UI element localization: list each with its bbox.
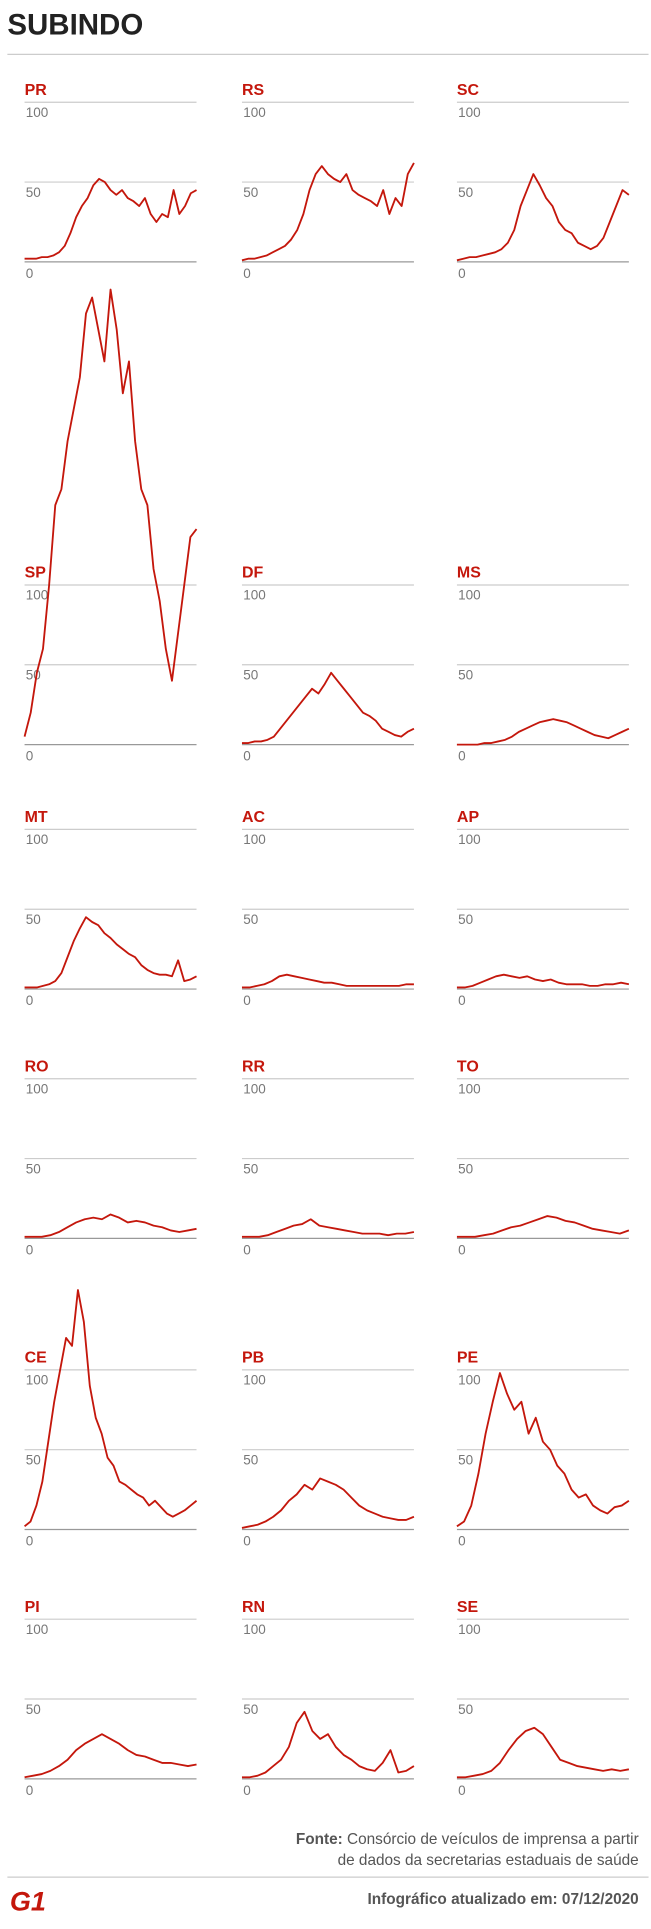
- state-label: SE: [457, 1599, 479, 1616]
- data-line: [23, 1289, 198, 1528]
- state-label: AP: [457, 809, 480, 826]
- data-line: [24, 1733, 197, 1779]
- source: Fonte: Consórcio de veículos de imprensa…: [296, 1831, 639, 1848]
- y-tick-label: 0: [26, 1783, 34, 1798]
- data-line: [23, 288, 198, 737]
- data-line: [456, 1726, 630, 1779]
- y-tick-label: 50: [243, 1161, 258, 1176]
- y-tick-label: 50: [458, 912, 473, 927]
- state-label: RR: [242, 1058, 266, 1075]
- data-line: [241, 671, 415, 744]
- y-tick-label: 50: [26, 1452, 41, 1467]
- state-label: RS: [242, 82, 265, 99]
- state-label: RN: [242, 1599, 265, 1616]
- data-line: [456, 173, 630, 262]
- logo: G1: [10, 1886, 46, 1916]
- y-tick-label: 0: [458, 1242, 466, 1257]
- y-tick-label: 100: [243, 832, 266, 847]
- source-line: de dados da secretarias estaduais de saú…: [338, 1852, 639, 1869]
- y-tick-label: 50: [243, 668, 258, 683]
- state-label: SC: [457, 82, 480, 99]
- title: SUBINDO: [7, 9, 143, 42]
- state-label: PI: [25, 1599, 40, 1616]
- y-tick-label: 0: [26, 266, 34, 281]
- y-tick-label: 0: [26, 993, 34, 1008]
- y-tick-label: 100: [26, 1081, 49, 1096]
- state-label: TO: [457, 1058, 479, 1075]
- y-tick-label: 100: [243, 1622, 266, 1637]
- data-line: [456, 1215, 630, 1238]
- data-line: [241, 162, 415, 262]
- y-tick-label: 50: [26, 668, 41, 683]
- state-label: PB: [242, 1349, 264, 1366]
- data-line: [456, 1372, 630, 1528]
- y-tick-label: 100: [458, 832, 481, 847]
- state-label: AC: [242, 809, 266, 826]
- y-tick-label: 50: [243, 1702, 258, 1717]
- y-tick-label: 100: [26, 588, 49, 603]
- y-tick-label: 100: [458, 1373, 481, 1388]
- y-tick-label: 50: [458, 185, 473, 200]
- y-tick-label: 100: [243, 588, 266, 603]
- y-tick-label: 100: [458, 1081, 481, 1096]
- y-tick-label: 50: [458, 1452, 473, 1467]
- y-tick-label: 50: [243, 1452, 258, 1467]
- y-tick-label: 50: [26, 185, 41, 200]
- y-tick-label: 50: [458, 1161, 473, 1176]
- data-line: [456, 718, 630, 746]
- y-tick-label: 100: [26, 832, 49, 847]
- data-line: [456, 973, 630, 989]
- y-tick-label: 50: [26, 1161, 41, 1176]
- updated: Infográfico atualizado em: 07/12/2020: [368, 1891, 639, 1908]
- y-tick-label: 0: [458, 266, 466, 281]
- y-tick-label: 0: [243, 749, 251, 764]
- data-line: [24, 916, 197, 989]
- data-line: [241, 1477, 415, 1529]
- y-tick-label: 50: [26, 1702, 41, 1717]
- data-line: [241, 1218, 415, 1238]
- y-tick-label: 100: [26, 1622, 49, 1637]
- y-tick-label: 100: [26, 105, 49, 120]
- y-tick-label: 0: [458, 749, 466, 764]
- y-tick-label: 0: [26, 1533, 34, 1548]
- y-tick-label: 0: [458, 993, 466, 1008]
- state-label: SP: [25, 565, 47, 582]
- state-label: PE: [457, 1349, 479, 1366]
- y-tick-label: 100: [243, 1373, 266, 1388]
- y-tick-label: 0: [26, 1242, 34, 1257]
- y-tick-label: 100: [243, 105, 266, 120]
- state-label: RO: [25, 1058, 49, 1075]
- data-line: [24, 177, 197, 260]
- y-tick-label: 0: [243, 1242, 251, 1257]
- y-tick-label: 100: [458, 588, 481, 603]
- y-tick-label: 50: [243, 185, 258, 200]
- y-tick-label: 0: [243, 1533, 251, 1548]
- y-tick-label: 100: [458, 105, 481, 120]
- y-tick-label: 100: [26, 1373, 49, 1388]
- y-tick-label: 50: [26, 912, 41, 927]
- state-label: MS: [457, 565, 481, 582]
- data-line: [241, 1710, 415, 1779]
- y-tick-label: 50: [243, 912, 258, 927]
- y-tick-label: 50: [458, 1702, 473, 1717]
- data-line: [24, 1213, 197, 1238]
- state-label: DF: [242, 565, 264, 582]
- state-label: MT: [25, 809, 48, 826]
- state-label: PR: [25, 82, 48, 99]
- source-line: Consórcio de veículos de imprensa a part…: [347, 1831, 639, 1848]
- y-tick-label: 0: [243, 1783, 251, 1798]
- y-tick-label: 0: [458, 1783, 466, 1798]
- y-tick-label: 0: [243, 266, 251, 281]
- y-tick-label: 0: [458, 1533, 466, 1548]
- state-label: CE: [25, 1349, 48, 1366]
- source-label: Fonte:: [296, 1831, 343, 1848]
- y-tick-label: 0: [26, 749, 34, 764]
- y-tick-label: 100: [243, 1081, 266, 1096]
- data-line: [241, 973, 414, 989]
- y-tick-label: 0: [243, 993, 251, 1008]
- y-tick-label: 100: [458, 1622, 481, 1637]
- y-tick-label: 50: [458, 668, 473, 683]
